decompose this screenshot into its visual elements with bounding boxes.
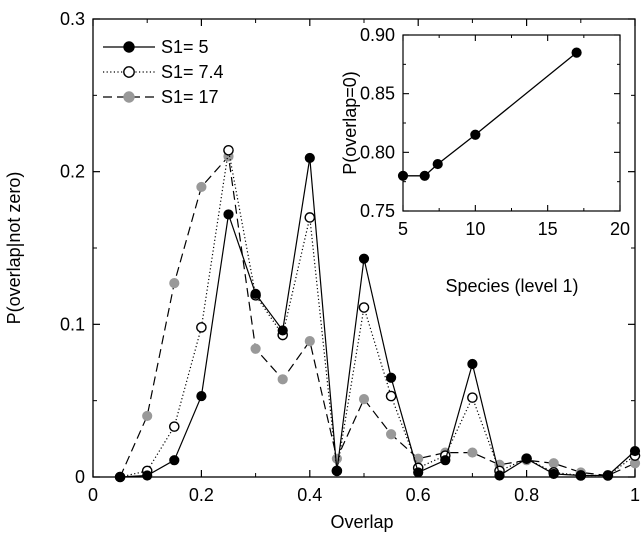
data-point (331, 465, 342, 476)
main-x-tick-label: 1 (630, 485, 640, 505)
data-point (277, 325, 288, 336)
inset-data-point (470, 129, 481, 140)
main-x-tick-label: 0.2 (189, 485, 214, 505)
inset-series-group (397, 47, 582, 181)
inset-data-point (419, 170, 430, 181)
data-point (385, 390, 397, 402)
data-point (304, 336, 315, 347)
data-point (440, 455, 451, 466)
main-chart: 0 0.2 0.4 0.6 0.8 100.10.20.3 S1= 5S1= 7.4S1=… (4, 9, 641, 532)
legend-marker (123, 91, 135, 103)
data-point (223, 209, 234, 220)
main-y-tick-label: 0 (75, 467, 85, 487)
inset-x-tick-label: 10 (465, 219, 485, 239)
data-point (358, 394, 370, 405)
data-point (331, 453, 342, 464)
data-point (250, 288, 261, 299)
inset-y-tick-label: 0.85 (360, 84, 395, 104)
data-point (196, 322, 207, 333)
data-point (386, 429, 397, 440)
data-point (494, 470, 505, 481)
legend-label: S1= 5 (161, 37, 209, 57)
data-point (467, 358, 478, 370)
inset-data-point (397, 170, 409, 181)
data-point (358, 253, 370, 264)
data-point (304, 212, 316, 223)
data-point (575, 470, 586, 481)
inset-x-tick-label: 15 (538, 219, 558, 239)
inset-x-tick-label: 5 (398, 219, 408, 239)
data-point (602, 470, 614, 481)
inset-y-axis-label: P(overlap=0) (340, 71, 360, 175)
inset-y-tick-label: 0.75 (360, 201, 395, 221)
data-point (196, 181, 207, 193)
main-axes: 0 0.2 0.4 0.6 0.8 100.10.20.3 (60, 9, 640, 505)
data-point (142, 470, 153, 481)
inset-plot-frame (402, 34, 621, 212)
main-x-tick-label: 0.4 (297, 485, 322, 505)
data-point (142, 410, 153, 422)
inset-x-axis-label: Species (level 1) (445, 276, 578, 296)
inset-data-point (571, 47, 582, 58)
data-point (168, 421, 180, 432)
main-y-tick-label: 0.2 (60, 162, 85, 182)
main-y-tick-label: 0.3 (60, 9, 85, 29)
data-point (358, 302, 370, 313)
main-x-tick-label: 0 (88, 485, 98, 505)
data-point (304, 152, 315, 164)
inset-x-tick-label: 20 (610, 219, 630, 239)
data-point (467, 447, 478, 458)
main-series-group (114, 144, 641, 483)
inset-chart: 5 10 15 20 0.75 0.80 0.85 0.90 Species (level 1… (340, 25, 630, 296)
data-point (115, 471, 126, 483)
data-point (548, 468, 559, 480)
main-y-axis-label: P(overlap|not zero) (4, 172, 24, 325)
inset-y-tick-label: 0.80 (360, 142, 395, 162)
data-point (413, 467, 424, 478)
data-point (169, 455, 180, 466)
legend-marker (123, 66, 135, 78)
legend-label: S1= 17 (161, 87, 219, 107)
series-line-0 (120, 157, 636, 478)
data-point (196, 390, 207, 402)
data-point (467, 392, 478, 403)
main-y-tick-label: 0.1 (60, 314, 85, 334)
data-point (521, 453, 532, 464)
main-x-tick-label: 0.6 (406, 485, 431, 505)
data-point (548, 458, 559, 469)
data-point (277, 374, 288, 385)
main-x-axis-label: Overlap (330, 512, 393, 532)
inset-y-tick-label: 0.90 (360, 25, 395, 45)
inset-axes: 5 10 15 20 0.75 0.80 0.85 0.90 (360, 25, 630, 239)
data-point (223, 144, 234, 156)
data-point (169, 278, 180, 289)
inset-data-point (432, 158, 443, 170)
main-x-tick-label: 0.8 (514, 485, 539, 505)
main-legend: S1= 5 S1= 7.4 S1= 17 (103, 37, 224, 107)
data-point (250, 343, 261, 354)
data-point (629, 445, 641, 457)
legend-marker (123, 41, 135, 53)
legend-label: S1= 7.4 (161, 62, 224, 82)
data-point (386, 372, 397, 383)
